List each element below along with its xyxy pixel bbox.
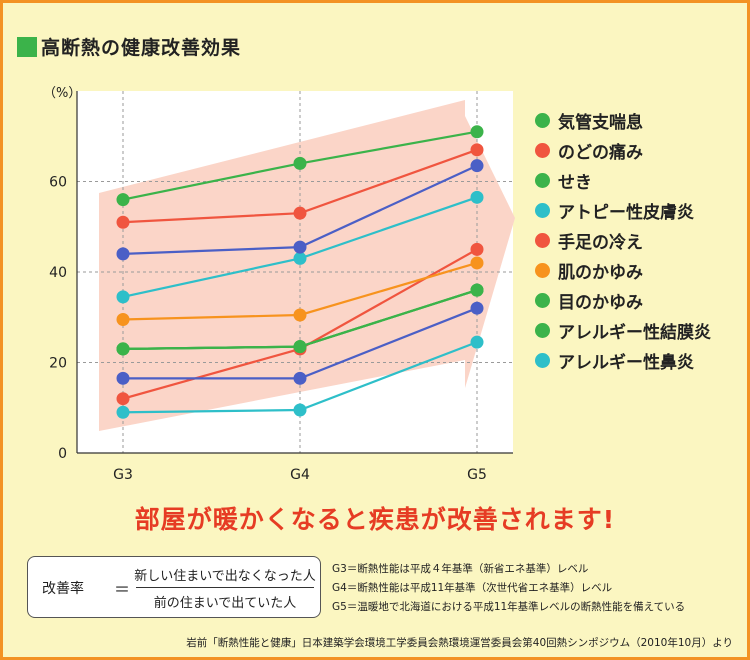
legend-item: 肌のかゆみ <box>535 255 711 285</box>
data-point <box>116 392 130 406</box>
data-point <box>293 251 307 265</box>
data-point <box>470 190 484 204</box>
data-point <box>470 283 484 297</box>
data-point <box>293 371 307 385</box>
formula-equals: ＝ <box>114 580 131 599</box>
source-citation: 岩前「断熱性能と健康」日本建築学会環境工学委員会熱環境運営委員会第40回熱シンポ… <box>186 637 733 649</box>
data-point <box>470 301 484 315</box>
data-point <box>470 143 484 157</box>
y-tick-label: 0 <box>58 446 67 462</box>
legend-item: 手足の冷え <box>535 225 711 255</box>
data-point <box>116 193 130 207</box>
data-point <box>470 335 484 349</box>
progress-arrow <box>99 100 515 431</box>
title-square-icon <box>17 36 37 57</box>
legend-label: 気管支喘息 <box>558 112 643 133</box>
chart-title: 高断熱の健康改善効果 <box>41 37 242 59</box>
legend-marker-icon <box>535 142 550 158</box>
legend-item: のどの痛み <box>535 135 711 165</box>
legend-label: アレルギー性鼻炎 <box>558 352 694 373</box>
improvement-rate-formula: 改善率 ＝ 新しい住まいで出なくなった人 前の住まいで出ていた人 <box>27 556 321 618</box>
data-point <box>116 290 130 304</box>
legend-item: アレルギー性結膜炎 <box>535 315 711 345</box>
x-tick-label: G5 <box>467 467 487 483</box>
data-point <box>470 159 484 173</box>
legend-label: のどの痛み <box>558 142 643 163</box>
x-tick-label: G4 <box>290 467 310 483</box>
line-chart: 0 20 40 60 （%） G3 G4 G5 <box>43 86 515 483</box>
headline: 部屋が暖かくなると疾患が改善されます! <box>134 505 616 534</box>
note-g5: G5＝温暖地で北海道における平成11年基準レベルの断熱性能を備えている <box>332 601 686 613</box>
data-point <box>293 240 307 254</box>
fraction-bar <box>136 587 314 588</box>
data-point <box>293 308 307 322</box>
data-point <box>116 342 130 356</box>
note-g3: G3＝断熱性能は平成４年基準（新省エネ基準）レベル <box>332 563 589 575</box>
legend-marker-icon <box>535 112 550 128</box>
legend-item: 目のかゆみ <box>535 285 711 315</box>
y-tick-label: 20 <box>49 356 67 372</box>
legend: 気管支喘息のどの痛みせきアトピー性皮膚炎 手足の冷え肌のかゆみ目のかゆみアレルギー… <box>535 105 711 375</box>
legend-item: アトピー性皮膚炎 <box>535 195 711 225</box>
legend-label: せき <box>558 172 592 193</box>
x-tick-label: G3 <box>113 467 133 483</box>
legend-item: 気管支喘息 <box>535 105 711 135</box>
legend-label: 手足の冷え <box>558 232 643 253</box>
y-axis-label: （%） <box>43 86 81 101</box>
data-point <box>116 371 130 385</box>
data-point <box>116 247 130 261</box>
legend-label: アトピー性皮膚炎 <box>558 202 694 223</box>
legend-label: 目のかゆみ <box>558 292 643 313</box>
data-point <box>293 156 307 170</box>
y-tick-label: 40 <box>49 265 67 281</box>
legend-marker-icon <box>535 292 550 308</box>
y-tick-label: 60 <box>49 175 67 191</box>
data-point <box>116 215 130 229</box>
grade-notes: G3＝断熱性能は平成４年基準（新省エネ基準）レベル G4＝断熱性能は平成11年基… <box>332 560 685 617</box>
legend-label: 肌のかゆみ <box>558 262 643 283</box>
data-point <box>116 313 130 327</box>
legend-item: せき <box>535 165 711 195</box>
legend-marker-icon <box>535 202 550 218</box>
legend-marker-icon <box>535 322 550 338</box>
formula-numerator: 新しい住まいで出なくなった人 <box>134 569 316 584</box>
data-point <box>293 403 307 417</box>
data-point <box>470 256 484 270</box>
data-point <box>116 405 130 419</box>
note-g4: G4＝断熱性能は平成11年基準（次世代省エネ基準）レベル <box>332 582 613 594</box>
formula-denominator: 前の住まいで出ていた人 <box>153 596 297 611</box>
legend-label: アレルギー性結膜炎 <box>558 322 711 343</box>
formula-fraction: 新しい住まいで出なくなった人 前の住まいで出ていた人 <box>132 565 318 611</box>
data-point <box>293 340 307 354</box>
data-point <box>293 206 307 220</box>
legend-marker-icon <box>535 352 550 368</box>
data-point <box>470 125 484 139</box>
legend-marker-icon <box>535 232 550 248</box>
formula-label: 改善率 <box>42 581 84 597</box>
data-point <box>470 242 484 256</box>
title-block: 高断熱の健康改善効果 <box>17 33 241 60</box>
legend-marker-icon <box>535 172 550 188</box>
legend-marker-icon <box>535 262 550 278</box>
legend-item: アレルギー性鼻炎 <box>535 345 711 375</box>
